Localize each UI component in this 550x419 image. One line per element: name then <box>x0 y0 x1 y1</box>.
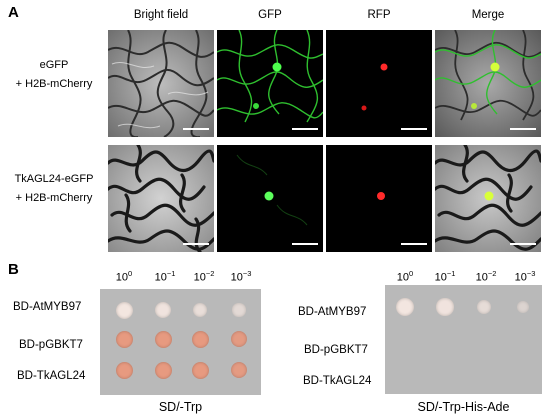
scale-bar <box>292 243 318 245</box>
micrograph-tkagl24-gfp <box>217 145 323 252</box>
micrograph-egfp-merge <box>435 30 541 137</box>
yeast-colony <box>191 361 209 379</box>
strain-label-plate1-tkagl24: BD-TkAGL24 <box>17 370 86 382</box>
yeast-colony <box>115 361 133 379</box>
yeast-colony <box>192 302 208 318</box>
panel-a-letter: A <box>8 4 19 21</box>
micrograph-tkagl24-bright-field <box>108 145 214 252</box>
micrograph-tkagl24-merge <box>435 145 541 252</box>
dilution-label: 100 <box>104 269 144 284</box>
dilution-base: 10 <box>154 271 167 284</box>
micrograph-egfp-bright-field <box>108 30 214 137</box>
dilution-exponent: 0 <box>409 269 414 278</box>
yeast-colony <box>516 300 530 314</box>
scale-bar <box>292 128 318 130</box>
row-label-tkagl24: TkAGL24-eGFP + H2B-mCherry <box>0 170 108 208</box>
dilution-base: 10 <box>115 271 129 284</box>
dilution-label: 10−3 <box>221 269 261 284</box>
scale-bar <box>401 128 427 130</box>
dilution-base: 10 <box>434 271 447 284</box>
row-label-egfp: eGFP + H2B-mCherry <box>0 56 108 94</box>
micrograph-egfp-gfp <box>217 30 323 137</box>
strain-label-plate2-tkagl24: BD-TkAGL24 <box>303 375 372 387</box>
plate-sd-trp-his-ade <box>385 285 542 394</box>
col-header-gfp: GFP <box>258 9 282 21</box>
row-label-tkagl24-line2: + H2B-mCherry <box>15 192 93 204</box>
yeast-colony <box>436 298 454 316</box>
yeast-colony <box>230 330 248 348</box>
yeast-colony <box>115 301 133 319</box>
scale-bar <box>183 243 209 245</box>
dilution-label: 100 <box>385 269 425 284</box>
dilution-exponent: −3 <box>526 269 536 278</box>
dilution-exponent: 0 <box>128 269 133 278</box>
media-label-sd-trp: SD/-Trp <box>158 400 203 414</box>
micrograph-egfp-rfp <box>326 30 432 137</box>
scale-bar <box>510 243 536 245</box>
plate-sd-trp <box>100 289 261 395</box>
yeast-colony <box>230 361 248 379</box>
dilution-base: 10 <box>514 271 527 284</box>
strain-label-plate1-atmyb97: BD-AtMYB97 <box>13 301 82 313</box>
row-label-tkagl24-line1: TkAGL24-eGFP <box>14 173 94 185</box>
dilution-label: 10−1 <box>425 269 465 284</box>
dilution-label: 10−2 <box>466 269 506 284</box>
scale-bar <box>183 128 209 130</box>
scale-bar <box>510 128 536 130</box>
strain-label-plate1-pgbkt7: BD-pGBKT7 <box>19 339 83 351</box>
yeast-colony <box>154 301 172 319</box>
yeast-colony <box>154 330 172 348</box>
strain-label-plate2-atmyb97: BD-AtMYB97 <box>298 306 367 318</box>
row-label-egfp-line1: eGFP <box>39 59 69 71</box>
yeast-colony <box>232 303 246 317</box>
dilution-base: 10 <box>475 271 488 284</box>
dilution-exponent: −2 <box>205 269 215 278</box>
micrograph-tkagl24-rfp <box>326 145 432 252</box>
row-label-egfp-line2: + H2B-mCherry <box>15 78 93 90</box>
yeast-colony <box>154 361 172 379</box>
dilution-exponent: −1 <box>446 269 456 278</box>
col-header-bright-field: Bright field <box>133 9 189 21</box>
strain-label-plate2-pgbkt7: BD-pGBKT7 <box>304 344 368 356</box>
yeast-colony <box>191 330 209 348</box>
yeast-colony <box>396 298 414 316</box>
dilution-exponent: −2 <box>487 269 497 278</box>
yeast-colony <box>476 299 492 315</box>
col-header-rfp: RFP <box>367 9 391 21</box>
dilution-exponent: −1 <box>166 269 176 278</box>
yeast-colony <box>115 330 133 348</box>
dilution-label: 10−3 <box>505 269 545 284</box>
panel-b-letter: B <box>8 261 19 278</box>
dilution-label: 10−2 <box>184 269 224 284</box>
media-label-sd-trp-his-ade: SD/-Trp-His-Ade <box>417 400 510 414</box>
scale-bar <box>401 243 427 245</box>
col-header-merge: Merge <box>471 9 505 21</box>
dilution-exponent: −3 <box>242 269 252 278</box>
dilution-label: 10−1 <box>145 269 185 284</box>
dilution-base: 10 <box>396 271 410 284</box>
dilution-base: 10 <box>193 271 206 284</box>
dilution-base: 10 <box>230 271 243 284</box>
